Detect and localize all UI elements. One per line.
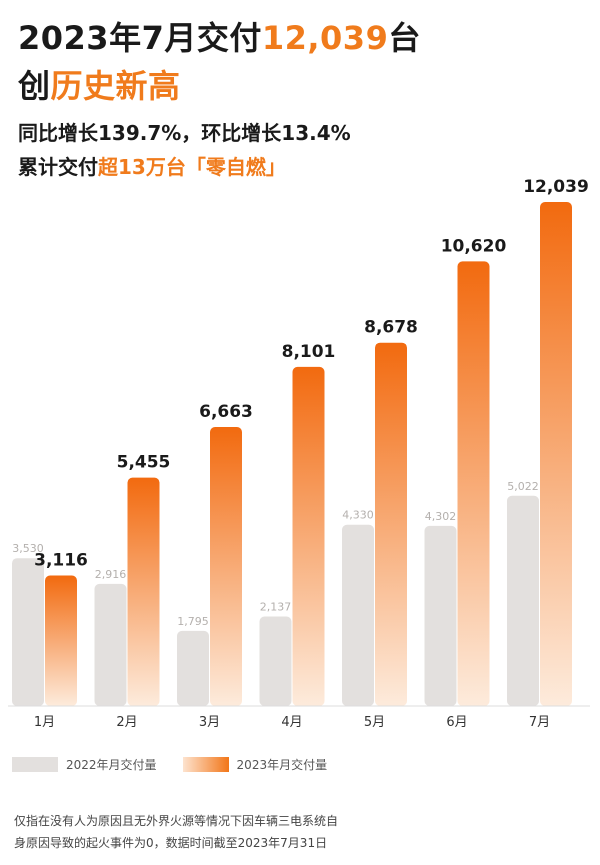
cumulative-accent: 超13万台「零自燃」 bbox=[98, 155, 286, 179]
headline-record-prefix: 创 bbox=[18, 67, 51, 105]
cumulative-prefix: 累计交付 bbox=[18, 155, 98, 179]
headline-record: 创历史新高 bbox=[18, 62, 588, 110]
data-label-2023: 5,455 bbox=[117, 453, 171, 473]
bar-2023 bbox=[375, 342, 407, 706]
bar-2022 bbox=[94, 583, 127, 706]
bar-2023 bbox=[210, 427, 242, 706]
x-tick-label: 7月 bbox=[529, 715, 550, 730]
headline-unit: 台 bbox=[388, 19, 421, 57]
bar-2023 bbox=[45, 575, 77, 706]
bar-2022 bbox=[424, 525, 457, 706]
x-tick-label: 6月 bbox=[446, 715, 467, 730]
footnote: 仅指在没有人为原因且无外界火源等情况下因车辆三电系统自 身原因导致的起火事件为0… bbox=[14, 810, 394, 854]
data-label-2022: 2,137 bbox=[260, 601, 292, 614]
cumulative-text: 累计交付超13万台「零自燃」 bbox=[18, 150, 588, 184]
data-label-2023: 10,620 bbox=[441, 236, 507, 256]
x-tick-label: 2月 bbox=[116, 715, 137, 730]
bar-2023 bbox=[457, 261, 490, 706]
data-label-2022: 4,302 bbox=[425, 510, 457, 523]
x-tick-label: 5月 bbox=[364, 715, 385, 730]
x-tick-label: 3月 bbox=[199, 715, 220, 730]
legend-swatch-2022 bbox=[12, 757, 58, 772]
legend-label-2022: 2022年月交付量 bbox=[66, 758, 157, 772]
x-tick-label: 4月 bbox=[281, 715, 302, 730]
data-label-2023: 8,678 bbox=[364, 318, 418, 338]
data-label-2022: 1,795 bbox=[177, 615, 209, 628]
bar-2022 bbox=[177, 630, 209, 706]
headline-main: 2023年7月交付12,039台 bbox=[18, 14, 588, 62]
data-label-2022: 2,916 bbox=[95, 568, 127, 581]
bar-2023 bbox=[540, 202, 572, 706]
footnote-line-2: 身原因导致的起火事件为0，数据时间截至2023年7月31日 bbox=[14, 836, 328, 850]
bar-2022 bbox=[259, 616, 292, 706]
chart-legend: 2022年月交付量 2023年月交付量 bbox=[12, 756, 353, 773]
data-label-2022: 3,530 bbox=[12, 542, 44, 555]
headline-delivery-number: 12,039 bbox=[261, 19, 389, 57]
legend-label-2023: 2023年月交付量 bbox=[236, 758, 328, 772]
headline-date-text: 2023年7月交付 bbox=[18, 19, 262, 57]
footnote-line-1: 仅指在没有人为原因且无外界火源等情况下因车辆三电系统自 bbox=[14, 814, 339, 828]
bar-2022 bbox=[12, 558, 44, 706]
growth-text: 同比增长139.7%，环比增长13.4% bbox=[18, 121, 351, 145]
legend-item-2023: 2023年月交付量 bbox=[182, 756, 328, 773]
bar-2023 bbox=[127, 477, 160, 706]
data-label-2023: 12,039 bbox=[523, 177, 589, 197]
data-label-2023: 8,101 bbox=[282, 342, 336, 362]
data-label-2022: 5,022 bbox=[507, 480, 539, 493]
data-label-2023: 6,663 bbox=[199, 402, 253, 422]
data-label-2022: 4,330 bbox=[342, 509, 374, 522]
x-tick-label: 1月 bbox=[34, 715, 55, 730]
bar-2022 bbox=[507, 495, 539, 706]
headline-record-accent: 历史新高 bbox=[50, 67, 181, 105]
legend-item-2022: 2022年月交付量 bbox=[12, 756, 157, 773]
headline: 2023年7月交付12,039台 创历史新高 同比增长139.7%，环比增长13… bbox=[18, 14, 588, 184]
bar-2023 bbox=[292, 366, 325, 706]
bar-2022 bbox=[342, 524, 374, 706]
data-label-2023: 3,116 bbox=[34, 551, 88, 571]
legend-swatch-2023 bbox=[182, 757, 229, 772]
